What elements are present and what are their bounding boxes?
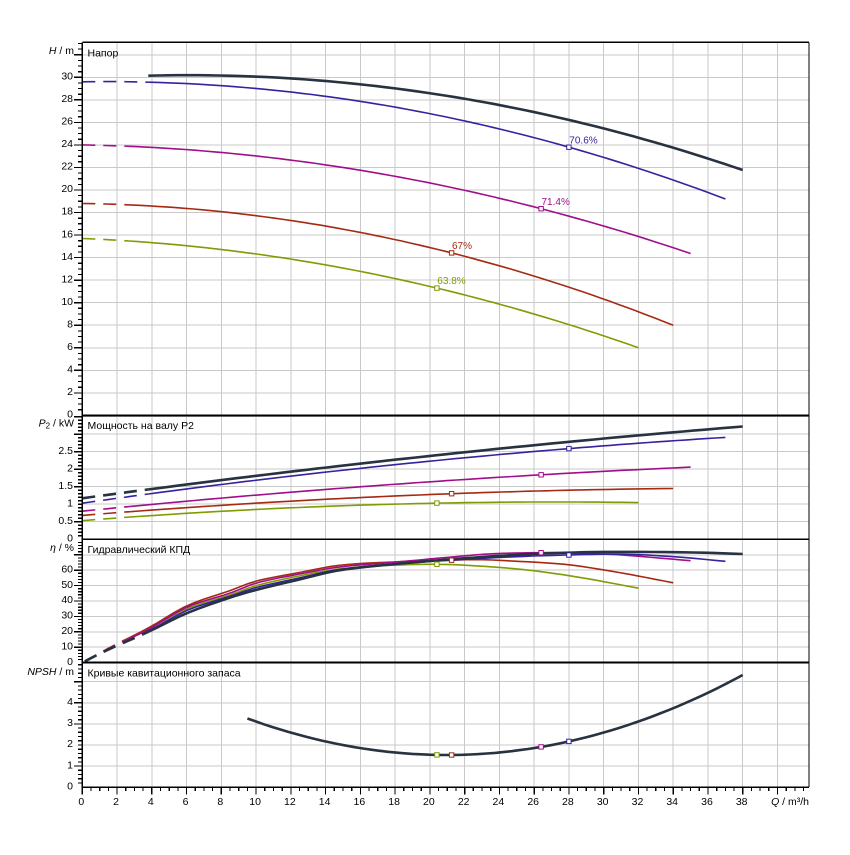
svg-text:22: 22 [458, 796, 470, 808]
svg-text:30: 30 [61, 610, 73, 622]
svg-text:63.8%: 63.8% [437, 276, 465, 287]
svg-text:50: 50 [61, 579, 73, 591]
svg-text:6: 6 [67, 341, 73, 353]
svg-text:18: 18 [61, 206, 73, 218]
svg-text:28: 28 [61, 93, 73, 105]
svg-text:67%: 67% [452, 241, 472, 252]
svg-text:26: 26 [527, 796, 539, 808]
svg-text:2: 2 [113, 796, 119, 808]
svg-text:Гидравлический КПД: Гидравлический КПД [88, 544, 191, 556]
svg-text:2.5: 2.5 [58, 445, 73, 457]
svg-text:10: 10 [249, 796, 261, 808]
svg-text:22: 22 [61, 161, 73, 173]
svg-text:20: 20 [61, 625, 73, 637]
svg-text:26: 26 [61, 116, 73, 128]
svg-text:2: 2 [67, 386, 73, 398]
svg-text:Q / m³/h: Q / m³/h [771, 796, 809, 808]
svg-text:16: 16 [61, 228, 73, 240]
svg-text:12: 12 [61, 273, 73, 285]
svg-text:4: 4 [67, 364, 73, 376]
svg-text:28: 28 [562, 796, 574, 808]
svg-text:H / m: H / m [49, 45, 74, 57]
svg-text:0: 0 [67, 656, 73, 668]
svg-text:Мощность на валу P2: Мощность на валу P2 [88, 420, 195, 432]
svg-text:η / %: η / % [50, 542, 74, 554]
svg-text:10: 10 [61, 296, 73, 308]
svg-text:1.5: 1.5 [58, 480, 73, 492]
svg-text:14: 14 [61, 251, 73, 263]
svg-text:8: 8 [217, 796, 223, 808]
svg-text:18: 18 [388, 796, 400, 808]
svg-text:34: 34 [666, 796, 678, 808]
svg-text:12: 12 [284, 796, 296, 808]
svg-text:Кривые кавитационного запаса: Кривые кавитационного запаса [88, 667, 241, 679]
svg-text:71.4%: 71.4% [542, 197, 570, 208]
svg-text:14: 14 [319, 796, 331, 808]
svg-text:60: 60 [61, 563, 73, 575]
svg-text:0: 0 [78, 796, 84, 808]
svg-text:24: 24 [61, 138, 73, 150]
svg-text:Напор: Напор [88, 47, 119, 59]
svg-text:0.5: 0.5 [58, 515, 73, 527]
svg-text:16: 16 [354, 796, 366, 808]
svg-text:30: 30 [61, 71, 73, 83]
svg-text:30: 30 [597, 796, 609, 808]
svg-text:40: 40 [61, 594, 73, 606]
svg-text:2: 2 [67, 738, 73, 750]
svg-text:0: 0 [67, 409, 73, 421]
svg-text:20: 20 [423, 796, 435, 808]
svg-text:10: 10 [61, 640, 73, 652]
svg-text:3: 3 [67, 717, 73, 729]
svg-text:20: 20 [61, 183, 73, 195]
svg-text:4: 4 [148, 796, 154, 808]
svg-text:32: 32 [632, 796, 644, 808]
svg-text:1: 1 [67, 497, 73, 509]
svg-text:4: 4 [67, 696, 73, 708]
svg-text:24: 24 [493, 796, 505, 808]
svg-text:2: 2 [67, 462, 73, 474]
svg-text:38: 38 [736, 796, 748, 808]
svg-text:36: 36 [701, 796, 713, 808]
svg-text:1: 1 [67, 759, 73, 771]
svg-text:0: 0 [67, 780, 73, 792]
svg-text:NPSH / m: NPSH / m [27, 666, 74, 678]
svg-text:8: 8 [67, 318, 73, 330]
svg-text:6: 6 [183, 796, 189, 808]
svg-text:0: 0 [67, 532, 73, 544]
svg-text:70.6%: 70.6% [569, 135, 597, 146]
svg-text:P2 / kW: P2 / kW [39, 417, 74, 430]
